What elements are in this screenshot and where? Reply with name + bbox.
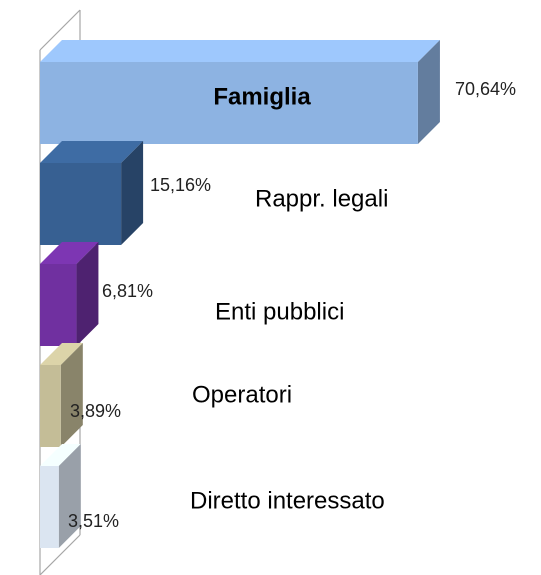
bar-top xyxy=(40,343,83,365)
bar-side xyxy=(121,141,144,245)
bar-top xyxy=(40,444,81,466)
category-label: Diretto interessato xyxy=(190,487,385,514)
bar-top xyxy=(40,40,440,62)
category-label: Enti pubblici xyxy=(215,298,344,325)
wall-bottom-edge xyxy=(39,534,81,575)
value-label: 3,89% xyxy=(70,401,121,421)
bar xyxy=(40,466,59,548)
bar-side xyxy=(417,40,440,144)
bar xyxy=(40,163,122,245)
value-label: 3,51% xyxy=(68,511,119,531)
value-label: 6,81% xyxy=(102,281,153,301)
value-label: 70,64% xyxy=(455,79,516,99)
bar xyxy=(40,264,77,346)
bar-side xyxy=(58,444,81,548)
category-label: Operatori xyxy=(192,381,292,408)
bar-side xyxy=(76,242,99,346)
bar xyxy=(40,62,418,144)
bar xyxy=(40,365,61,447)
wall-top-edge xyxy=(39,9,81,51)
bar-side xyxy=(60,343,83,447)
bar-top xyxy=(40,242,99,264)
value-label: 15,16% xyxy=(150,175,211,195)
category-label: Famiglia xyxy=(213,83,311,110)
bar-top xyxy=(40,141,144,163)
category-label: Rappr. legali xyxy=(255,185,388,212)
